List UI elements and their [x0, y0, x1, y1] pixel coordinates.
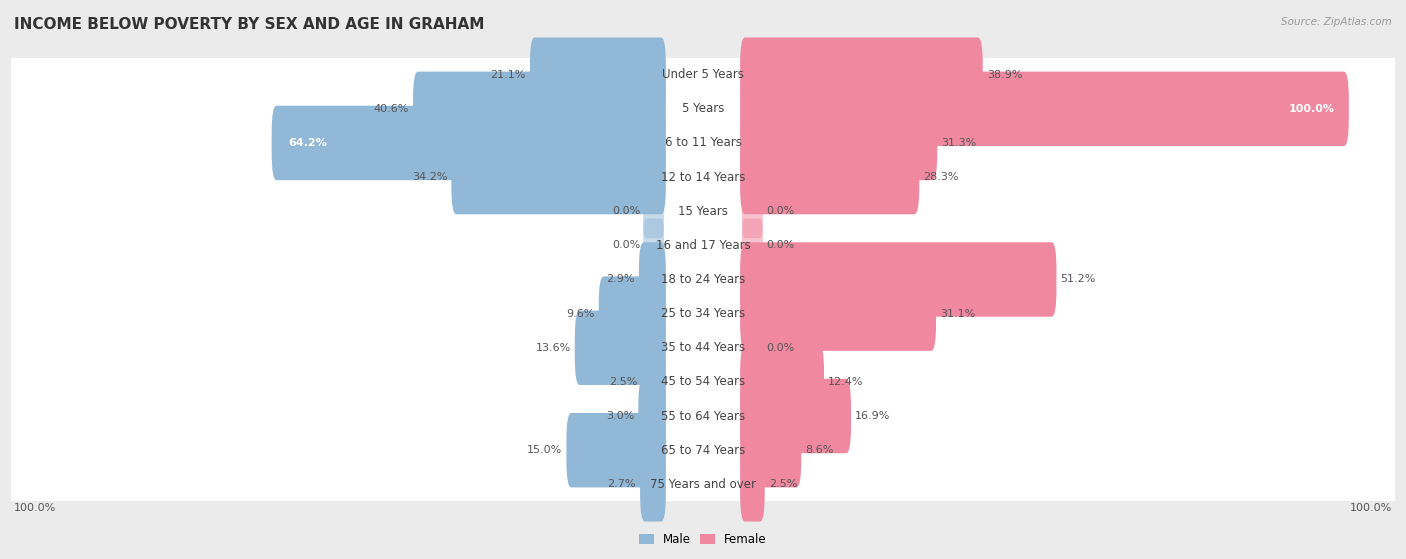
- Bar: [11, 58, 1395, 92]
- Bar: [11, 228, 1395, 262]
- Text: 0.0%: 0.0%: [766, 343, 794, 353]
- Text: 75 Years and over: 75 Years and over: [650, 478, 756, 491]
- FancyBboxPatch shape: [451, 140, 666, 214]
- FancyBboxPatch shape: [641, 345, 666, 419]
- Text: 100.0%: 100.0%: [1289, 104, 1336, 114]
- Text: 8.6%: 8.6%: [806, 445, 834, 455]
- Bar: [11, 262, 1395, 297]
- Text: 16 and 17 Years: 16 and 17 Years: [655, 239, 751, 252]
- Text: Under 5 Years: Under 5 Years: [662, 68, 744, 81]
- FancyBboxPatch shape: [740, 277, 936, 351]
- Text: 2.9%: 2.9%: [606, 274, 634, 285]
- Text: 2.7%: 2.7%: [607, 479, 636, 489]
- Text: 13.6%: 13.6%: [536, 343, 571, 353]
- Text: 2.5%: 2.5%: [769, 479, 797, 489]
- Text: 16.9%: 16.9%: [855, 411, 890, 421]
- Bar: [11, 297, 1395, 331]
- Text: 38.9%: 38.9%: [987, 70, 1022, 80]
- FancyBboxPatch shape: [740, 37, 983, 112]
- FancyBboxPatch shape: [599, 277, 666, 351]
- Text: 28.3%: 28.3%: [924, 172, 959, 182]
- FancyBboxPatch shape: [643, 219, 664, 272]
- Bar: [11, 92, 1395, 126]
- FancyBboxPatch shape: [742, 219, 763, 272]
- FancyBboxPatch shape: [740, 447, 765, 522]
- FancyBboxPatch shape: [740, 140, 920, 214]
- Text: 18 to 24 Years: 18 to 24 Years: [661, 273, 745, 286]
- Text: 0.0%: 0.0%: [766, 240, 794, 250]
- Text: 6 to 11 Years: 6 to 11 Years: [665, 136, 741, 149]
- Legend: Male, Female: Male, Female: [634, 528, 772, 551]
- FancyBboxPatch shape: [271, 106, 666, 180]
- Text: 15 Years: 15 Years: [678, 205, 728, 217]
- Text: INCOME BELOW POVERTY BY SEX AND AGE IN GRAHAM: INCOME BELOW POVERTY BY SEX AND AGE IN G…: [14, 17, 485, 32]
- Text: 35 to 44 Years: 35 to 44 Years: [661, 342, 745, 354]
- FancyBboxPatch shape: [640, 447, 666, 522]
- Text: Source: ZipAtlas.com: Source: ZipAtlas.com: [1281, 17, 1392, 27]
- Bar: [11, 126, 1395, 160]
- Bar: [11, 160, 1395, 194]
- Bar: [11, 467, 1395, 501]
- Bar: [11, 399, 1395, 433]
- Bar: [11, 194, 1395, 228]
- Text: 64.2%: 64.2%: [288, 138, 328, 148]
- FancyBboxPatch shape: [643, 184, 664, 238]
- FancyBboxPatch shape: [740, 345, 824, 419]
- FancyBboxPatch shape: [413, 72, 666, 146]
- Text: 0.0%: 0.0%: [612, 206, 640, 216]
- Text: 31.3%: 31.3%: [942, 138, 977, 148]
- FancyBboxPatch shape: [575, 311, 666, 385]
- Text: 45 to 54 Years: 45 to 54 Years: [661, 376, 745, 389]
- Text: 21.1%: 21.1%: [491, 70, 526, 80]
- Text: 5 Years: 5 Years: [682, 102, 724, 115]
- Text: 34.2%: 34.2%: [412, 172, 447, 182]
- FancyBboxPatch shape: [567, 413, 666, 487]
- Text: 0.0%: 0.0%: [766, 206, 794, 216]
- FancyBboxPatch shape: [740, 72, 1348, 146]
- Text: 31.1%: 31.1%: [941, 309, 976, 319]
- Text: 9.6%: 9.6%: [567, 309, 595, 319]
- FancyBboxPatch shape: [638, 379, 666, 453]
- Text: 12 to 14 Years: 12 to 14 Years: [661, 170, 745, 183]
- Bar: [11, 331, 1395, 365]
- Text: 15.0%: 15.0%: [527, 445, 562, 455]
- Text: 100.0%: 100.0%: [1350, 504, 1392, 513]
- FancyBboxPatch shape: [740, 413, 801, 487]
- Text: 100.0%: 100.0%: [14, 504, 56, 513]
- FancyBboxPatch shape: [530, 37, 666, 112]
- Text: 2.5%: 2.5%: [609, 377, 637, 387]
- FancyBboxPatch shape: [740, 106, 938, 180]
- Bar: [11, 365, 1395, 399]
- FancyBboxPatch shape: [740, 379, 851, 453]
- Bar: [11, 433, 1395, 467]
- Text: 0.0%: 0.0%: [612, 240, 640, 250]
- Text: 40.6%: 40.6%: [374, 104, 409, 114]
- FancyBboxPatch shape: [742, 321, 763, 375]
- FancyBboxPatch shape: [638, 242, 666, 317]
- Text: 65 to 74 Years: 65 to 74 Years: [661, 444, 745, 457]
- FancyBboxPatch shape: [742, 184, 763, 238]
- Text: 12.4%: 12.4%: [828, 377, 863, 387]
- Text: 51.2%: 51.2%: [1060, 274, 1097, 285]
- Text: 25 to 34 Years: 25 to 34 Years: [661, 307, 745, 320]
- Text: 3.0%: 3.0%: [606, 411, 634, 421]
- FancyBboxPatch shape: [740, 242, 1056, 317]
- Text: 55 to 64 Years: 55 to 64 Years: [661, 410, 745, 423]
